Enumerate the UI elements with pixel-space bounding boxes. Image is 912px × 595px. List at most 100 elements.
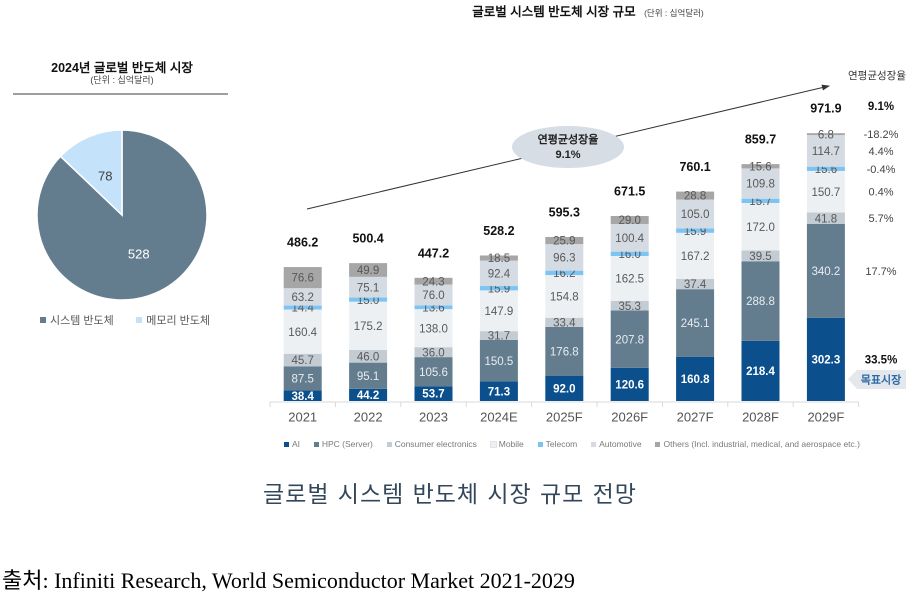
cagr-header: 연평균성장율 — [848, 70, 906, 82]
bar-segment-ai — [741, 340, 780, 401]
bar-segment-ai — [283, 390, 322, 401]
segment-value-label: 35.3 — [619, 301, 641, 313]
legend-swatch-icon — [489, 440, 497, 448]
segment-value-label: 109.8 — [746, 179, 775, 191]
segment-value-label: 16.0 — [619, 249, 641, 261]
bar-total-label: 486.2 — [287, 236, 318, 250]
bar-segment-telecom — [545, 270, 584, 276]
segment-value-label: 167.2 — [681, 251, 710, 263]
pie-title: 2024년 글로벌 반도체 시장 — [51, 60, 193, 75]
segment-value-label: 46.0 — [357, 351, 379, 363]
segment-value-label: 6.8 — [818, 129, 834, 141]
segment-value-label: 176.8 — [550, 346, 579, 358]
segment-value-label: 138.0 — [419, 323, 448, 335]
cagr-bubble-label: 연평균성장율 — [538, 132, 599, 146]
segment-value-label: 53.7 — [422, 389, 444, 401]
target-market-arrow — [848, 370, 906, 389]
segment-value-label: 172.0 — [746, 222, 775, 234]
bar-total-label: 447.2 — [418, 246, 449, 260]
bar-segment-consumer-electronics — [283, 353, 322, 367]
segment-value-label: 39.5 — [749, 251, 771, 263]
pie-legend-item: 메모리 반도체 — [136, 312, 210, 328]
legend-swatch-icon — [591, 441, 597, 447]
legend-swatch-icon — [40, 317, 46, 323]
x-axis-tick-label: 2025F — [546, 410, 583, 425]
bar-segment-telecom — [349, 297, 388, 302]
segment-value-label: 49.9 — [357, 265, 379, 277]
bar-segment-automotive — [283, 288, 322, 306]
pie-chart: 2024년 글로벌 반도체 시장 (단위 : 십억달러) 528 78 — [13, 60, 228, 301]
bar-stack-2028f: 218.4 288.8 39.5 172.0 15.7 109.8 15.6 859.7 — [741, 133, 780, 401]
bar-legend-label: Automotive — [599, 439, 642, 449]
bar-stack-2022: 44.2 95.1 46.0 175.2 15.075.1 49.9 500.4 — [349, 232, 388, 402]
bar-segment-mobile — [676, 232, 715, 279]
cagr-label-automotive: 4.4% — [868, 146, 893, 158]
figure-caption: 글로벌 시스템 반도체 시장 규모 전망 — [263, 482, 637, 508]
pie-slice-value-label: 528 — [128, 247, 150, 262]
cagr-label-mobile: 0.4% — [868, 187, 893, 199]
bar-segment-others — [349, 263, 388, 277]
segment-value-label: 160.8 — [681, 374, 710, 386]
bar-segment-telecom — [414, 305, 453, 310]
pie-legend-item: 시스템 반도체 — [40, 312, 114, 328]
bar-total-label: 859.7 — [745, 133, 776, 147]
bar-segment-automotive — [610, 223, 649, 252]
bar-segment-ai — [806, 317, 845, 401]
bar-segment-mobile — [610, 256, 649, 301]
bar-stack-2026f: 120.6 207.8 35.3 162.5 16.0 100.4 29.0 671.5 — [610, 185, 649, 401]
bar-segment-telecom — [479, 286, 518, 291]
cagr-column: 연평균성장율 9.1% 33.5% 17.7% 5.7% 0.4% -0.4% 4.4% -… — [848, 70, 906, 389]
bar-segment-hpc — [414, 357, 453, 387]
bar-segment-mobile — [414, 309, 453, 348]
bar-stack-2021: 38.4 87.5 45.7 160.4 14.463.2 76.6 486.2 — [283, 236, 322, 403]
pie-slices: 528 78 — [36, 129, 208, 301]
segment-value-label: 16.2 — [553, 268, 575, 280]
bar-segment-automotive — [545, 244, 584, 271]
segment-value-label: 76.0 — [422, 290, 444, 302]
segment-value-label: 218.4 — [746, 366, 775, 378]
bar-segment-automotive — [676, 199, 715, 229]
bar-segment-automotive — [806, 135, 845, 167]
segment-value-label: 44.2 — [357, 390, 379, 402]
bar-stack-2023: 53.7 105.6 36.0 138.0 13.676.0 24.3 447.2 — [414, 246, 453, 401]
segment-value-label: 14.4 — [292, 303, 315, 315]
segment-value-label: 87.5 — [292, 374, 314, 386]
cagr-label-telecom: -0.4% — [867, 164, 896, 176]
bar-segment-others — [283, 267, 322, 289]
segment-value-label: 147.9 — [485, 306, 514, 318]
segment-value-label: 45.7 — [292, 355, 314, 367]
segment-value-label: 13.6 — [422, 302, 444, 314]
bar-segment-others — [610, 215, 649, 224]
segment-value-label: 31.7 — [488, 331, 510, 343]
segment-value-label: 38.4 — [292, 391, 315, 403]
segment-value-label: 162.5 — [615, 274, 644, 286]
segment-value-label: 76.6 — [292, 273, 314, 285]
bar-stack-2024e: 71.3 150.5 31.7 147.9 15.9 92.4 18.5 528.2 — [479, 224, 518, 401]
bar-legend-item: Mobile — [489, 439, 524, 449]
x-axis-tick-label: 2023 — [419, 410, 448, 425]
target-market-tag: 목표시장 — [848, 370, 906, 389]
bar-segment-others — [414, 277, 453, 285]
bar-segment-telecom — [283, 305, 322, 310]
segment-value-label: 114.7 — [812, 146, 840, 158]
segment-value-label: 245.1 — [681, 318, 710, 330]
segment-value-label: 92.4 — [488, 268, 511, 280]
bar-segment-automotive — [414, 284, 453, 306]
bar-segment-automotive — [479, 260, 518, 287]
pie-legend: 시스템 반도체 메모리 반도체 — [40, 312, 210, 328]
cagr-series-labels: 33.5% 17.7% 5.7% 0.4% -0.4% 4.4% -18.2% — [864, 129, 899, 366]
bar-legend-label: Consumer electronics — [394, 439, 477, 449]
pie-legend-label: 메모리 반도체 — [146, 315, 210, 327]
bar-segment-automotive — [349, 276, 388, 298]
segment-value-label: 207.8 — [615, 334, 644, 346]
bar-segment-hpc — [610, 310, 649, 368]
bar-segment-mobile — [806, 170, 845, 213]
trend-arrow: 연평균성장율 9.1% — [306, 84, 830, 210]
bar-segment-ai — [349, 388, 388, 401]
bar-segment-mobile — [545, 275, 584, 318]
legend-swatch-icon — [655, 441, 661, 447]
legend-swatch-icon — [386, 441, 392, 447]
segment-value-label: 100.4 — [615, 233, 644, 245]
target-market-label: 목표시장 — [861, 373, 901, 387]
bar-legend-label: HPC (Server) — [321, 439, 373, 449]
